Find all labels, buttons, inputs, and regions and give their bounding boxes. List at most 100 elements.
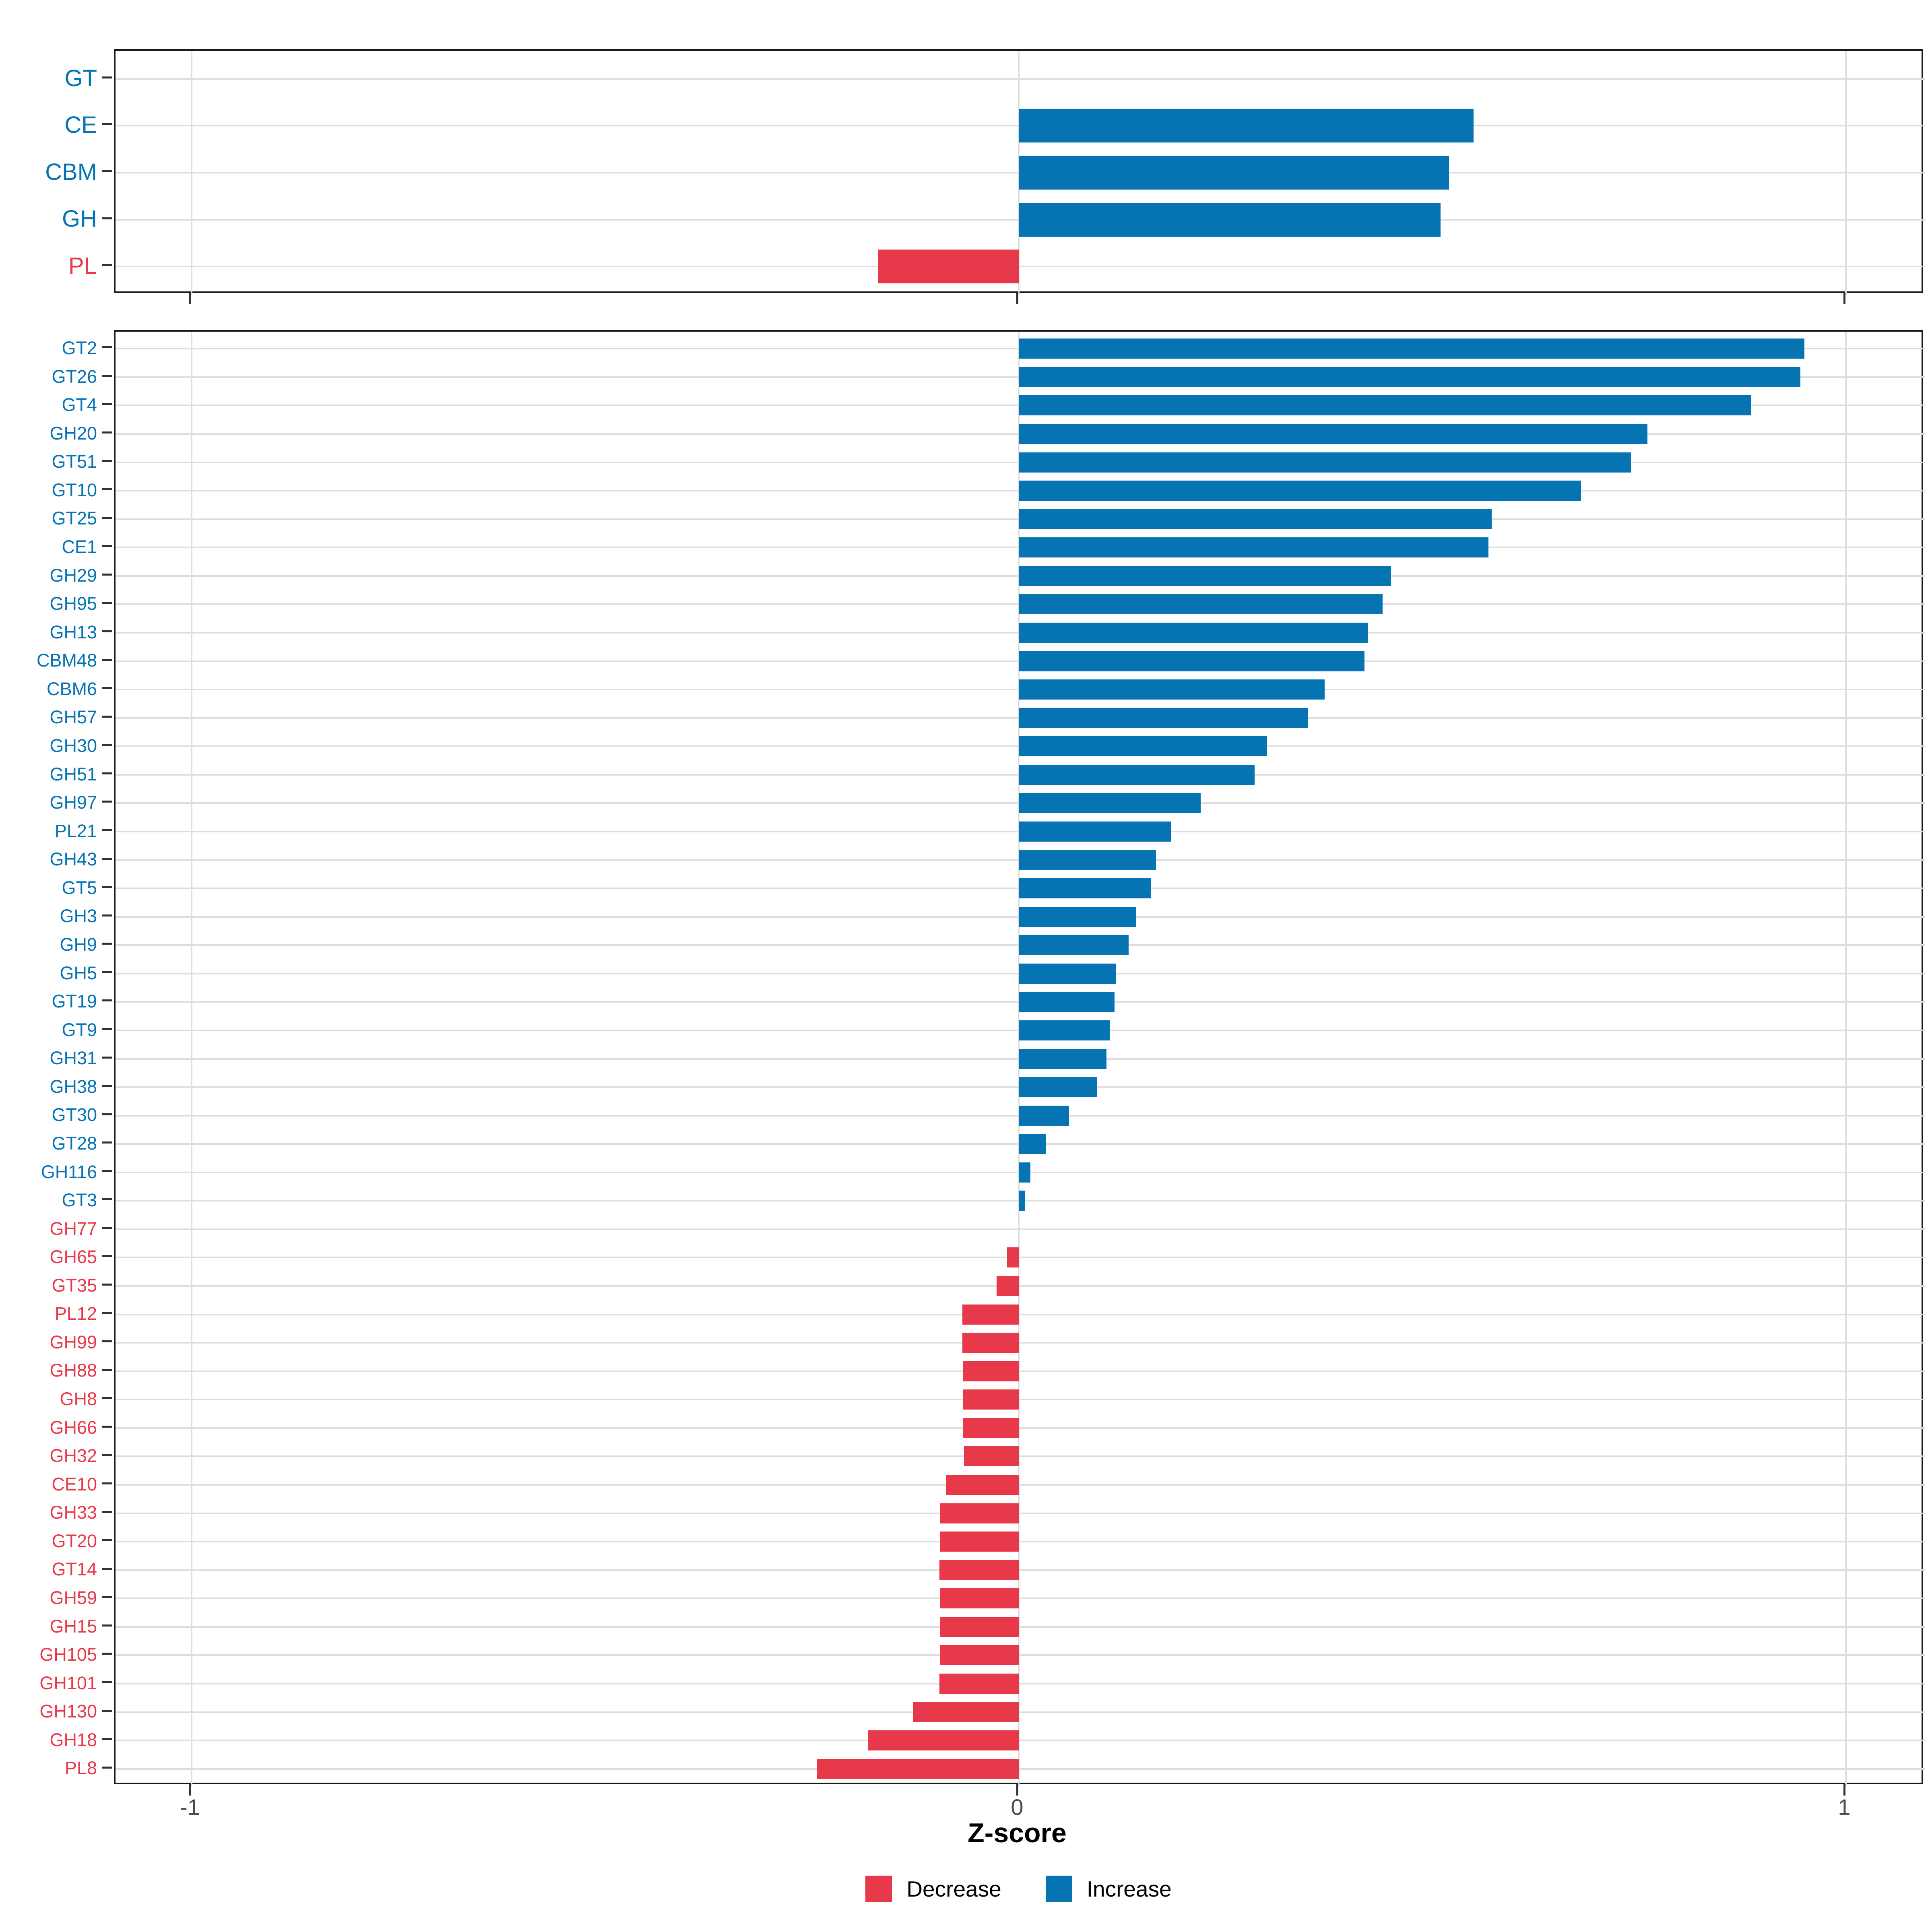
bar-PL xyxy=(878,250,1019,284)
bar-GT20 xyxy=(940,1532,1019,1552)
category-label-GH8: GH8 xyxy=(60,1389,97,1410)
category-label-GH51: GH51 xyxy=(50,764,97,784)
category-tick xyxy=(102,1340,112,1343)
bar-GH59 xyxy=(940,1588,1019,1609)
category-tick xyxy=(102,374,112,377)
category-tick xyxy=(102,1511,112,1513)
horizontal-gridline xyxy=(116,1228,1925,1230)
category-label-GH65: GH65 xyxy=(50,1247,97,1267)
horizontal-gridline xyxy=(116,1740,1925,1742)
x-tick-label-1: 1 xyxy=(1838,1794,1851,1820)
category-label-CBM6: CBM6 xyxy=(46,678,97,699)
category-tick xyxy=(102,1397,112,1399)
category-tick xyxy=(102,772,112,774)
category-label-GH: GH xyxy=(62,206,97,232)
bar-GT19 xyxy=(1019,992,1115,1012)
horizontal-gridline xyxy=(116,1541,1925,1543)
category-tick xyxy=(102,1141,112,1144)
category-tick xyxy=(102,460,112,462)
bar-GH51 xyxy=(1019,764,1255,785)
horizontal-gridline xyxy=(116,1626,1925,1628)
horizontal-gridline xyxy=(116,1399,1925,1401)
bar-GH xyxy=(1019,202,1441,237)
bar-GH57 xyxy=(1019,708,1309,728)
bar-GH13 xyxy=(1019,623,1368,643)
category-label-GH43: GH43 xyxy=(50,849,97,870)
category-label-GH101: GH101 xyxy=(39,1672,97,1693)
category-tick xyxy=(102,630,112,632)
bar-GH8 xyxy=(963,1389,1019,1410)
category-tick xyxy=(102,801,112,803)
category-tick xyxy=(102,1425,112,1428)
category-tick xyxy=(102,573,112,576)
horizontal-gridline xyxy=(116,266,1925,268)
horizontal-gridline xyxy=(116,1484,1925,1486)
cazyme-class-panel xyxy=(114,49,1925,295)
category-tick xyxy=(102,1681,112,1683)
x-axis-tick xyxy=(189,293,191,304)
bar-GH33 xyxy=(940,1503,1019,1523)
category-label-GT2: GT2 xyxy=(62,338,97,359)
horizontal-gridline xyxy=(116,1342,1925,1344)
category-tick xyxy=(102,1056,112,1059)
bar-PL12 xyxy=(962,1304,1019,1325)
bar-GH29 xyxy=(1019,566,1391,586)
category-label-GH20: GH20 xyxy=(50,423,97,444)
category-label-GT: GT xyxy=(64,65,97,91)
category-label-GH116: GH116 xyxy=(41,1161,97,1182)
bar-GT30 xyxy=(1019,1105,1069,1126)
bar-GH99 xyxy=(962,1333,1019,1353)
bar-GH88 xyxy=(963,1361,1019,1381)
x-axis-title: Z-score xyxy=(968,1818,1067,1848)
category-tick xyxy=(102,1113,112,1115)
category-label-GT30: GT30 xyxy=(52,1104,97,1125)
legend-item-decrease: Decrease xyxy=(865,1876,1001,1902)
category-label-PL12: PL12 xyxy=(54,1303,97,1324)
bar-GT51 xyxy=(1019,452,1631,473)
category-tick xyxy=(102,217,112,219)
horizontal-gridline xyxy=(116,1598,1925,1600)
category-tick xyxy=(102,123,112,126)
x-axis-tick xyxy=(1016,293,1018,304)
category-tick xyxy=(102,886,112,888)
category-label-CE1: CE1 xyxy=(62,537,97,557)
bar-PL8 xyxy=(817,1759,1019,1779)
horizontal-gridline xyxy=(116,1654,1925,1656)
category-tick xyxy=(102,170,112,172)
horizontal-gridline xyxy=(116,1257,1925,1259)
bar-GT3 xyxy=(1019,1191,1026,1211)
category-label-GT51: GT51 xyxy=(52,451,97,472)
bar-GH5 xyxy=(1019,963,1117,984)
cazyme-family-panel xyxy=(114,330,1925,1786)
category-tick xyxy=(102,1226,112,1229)
category-label-GH95: GH95 xyxy=(50,593,97,614)
category-tick xyxy=(102,1255,112,1257)
category-tick xyxy=(102,602,112,604)
category-label-GT3: GT3 xyxy=(62,1190,97,1211)
bar-CBM48 xyxy=(1019,651,1364,671)
category-tick xyxy=(102,516,112,519)
horizontal-gridline xyxy=(116,1569,1925,1571)
category-label-GH77: GH77 xyxy=(50,1218,97,1239)
category-label-GH88: GH88 xyxy=(50,1360,97,1381)
horizontal-gridline xyxy=(116,1285,1925,1287)
category-label-GT35: GT35 xyxy=(52,1275,97,1296)
category-label-GH130: GH130 xyxy=(39,1701,97,1722)
bar-GT14 xyxy=(939,1560,1019,1580)
category-label-GH38: GH38 xyxy=(50,1076,97,1097)
category-label-CBM: CBM xyxy=(45,159,97,185)
x-axis-tick xyxy=(1843,1784,1845,1796)
category-label-PL21: PL21 xyxy=(54,820,97,841)
category-label-GH29: GH29 xyxy=(50,565,97,586)
category-label-GH15: GH15 xyxy=(50,1616,97,1637)
category-tick xyxy=(102,1170,112,1172)
category-label-CE10: CE10 xyxy=(52,1474,97,1494)
category-label-GT14: GT14 xyxy=(52,1559,97,1580)
category-label-GT4: GT4 xyxy=(62,394,97,415)
category-label-GH33: GH33 xyxy=(50,1502,97,1523)
bar-CBM xyxy=(1019,156,1449,190)
category-label-GT26: GT26 xyxy=(52,366,97,387)
bar-GT25 xyxy=(1019,509,1492,529)
bar-GH32 xyxy=(964,1446,1019,1467)
category-tick xyxy=(102,999,112,1002)
